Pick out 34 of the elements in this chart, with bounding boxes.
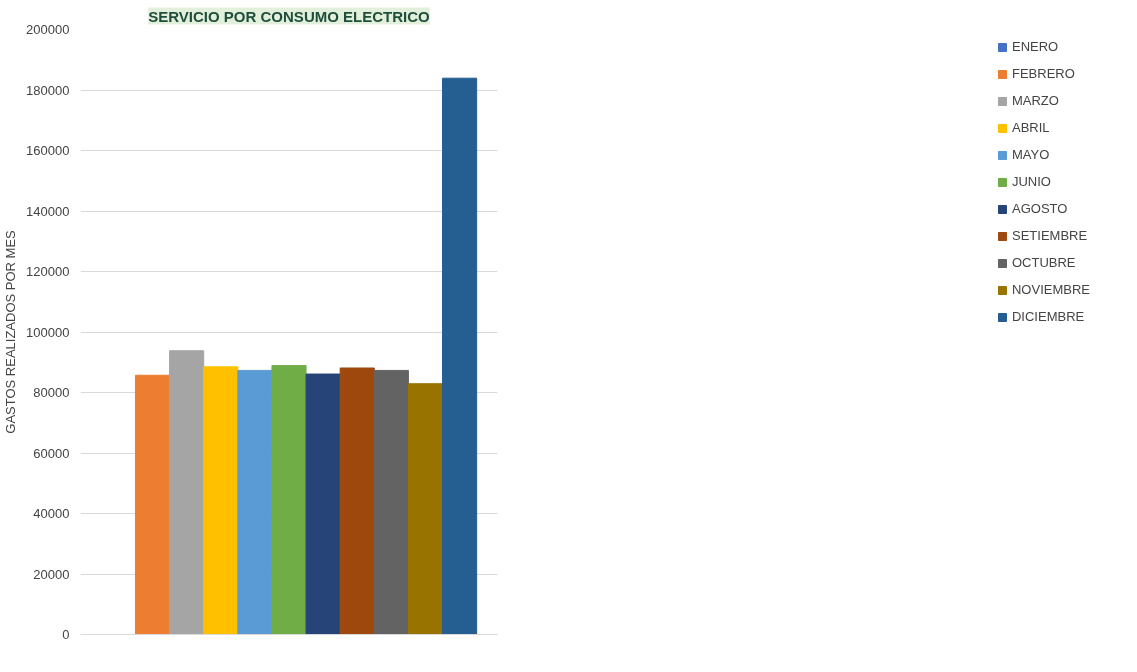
legend-label: AGOSTO — [1011, 201, 1068, 216]
legend-label: FEBRERO — [1011, 66, 1075, 81]
bar — [305, 373, 341, 635]
bar — [169, 350, 205, 635]
y-axis-title: GASTOS REALIZADOS POR MES — [3, 229, 19, 434]
bar — [407, 383, 444, 635]
bar — [442, 77, 478, 635]
bar — [373, 369, 409, 635]
y-tick-label: 0 — [62, 627, 70, 642]
legend-label: SETIEMBRE — [1011, 228, 1088, 243]
legend-label: OCTUBRE — [1011, 255, 1076, 270]
bar — [271, 365, 307, 635]
y-tick-label: 160000 — [26, 143, 70, 158]
y-tick-label: 20000 — [33, 566, 70, 582]
legend-label: JUNIO — [1011, 174, 1051, 189]
legend-label: ABRIL — [1011, 120, 1050, 135]
bar — [134, 374, 171, 635]
legend-label: MAYO — [1011, 147, 1050, 162]
y-tick-label: 60000 — [33, 445, 70, 461]
legend-label: DICIEMBRE — [1011, 309, 1085, 324]
y-tick-label: 100000 — [26, 324, 70, 340]
bar — [203, 366, 239, 635]
chart-title: SERVICIO POR CONSUMO ELECTRICO — [148, 7, 431, 25]
y-tick-label: 200000 — [26, 22, 70, 37]
y-tick-label: 180000 — [26, 82, 70, 98]
y-tick-label: 140000 — [26, 203, 70, 219]
legend-label: NOVIEMBRE — [1011, 282, 1090, 297]
bar — [339, 367, 375, 635]
legend-label: ENERO — [1011, 39, 1059, 54]
y-tick-label: 40000 — [33, 506, 70, 521]
y-tick-label: 120000 — [26, 264, 70, 279]
bar — [237, 369, 273, 635]
legend-label: MARZO — [1011, 93, 1059, 108]
y-tick-label: 80000 — [33, 385, 70, 400]
